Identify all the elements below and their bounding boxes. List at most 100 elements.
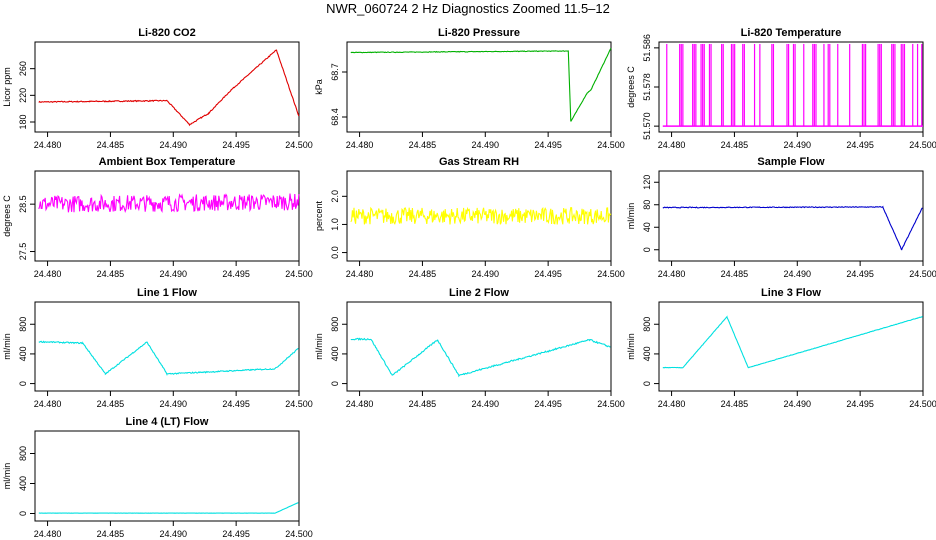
y-tick-label: 400 xyxy=(18,476,28,491)
chart-title: Line 2 Flow xyxy=(449,287,509,299)
x-tick-label: 24.485 xyxy=(97,399,125,409)
x-tick-label: 24.500 xyxy=(597,140,625,150)
x-tick-label: 24.495 xyxy=(222,399,250,409)
x-tick-label: 24.480 xyxy=(346,140,374,150)
x-tick-label: 24.500 xyxy=(285,529,313,539)
y-axis-label: degrees C xyxy=(626,66,636,108)
x-tick-label: 24.495 xyxy=(222,140,250,150)
chart-title: Ambient Box Temperature xyxy=(99,156,236,168)
y-tick-label: 68.4 xyxy=(330,108,340,126)
y-tick-label: 0.0 xyxy=(330,246,340,259)
x-tick-label: 24.500 xyxy=(909,269,936,279)
x-tick-label: 24.495 xyxy=(222,269,250,279)
y-axis-label: ml/min xyxy=(626,333,636,360)
x-tick-label: 24.485 xyxy=(409,269,437,279)
x-tick-label: 24.485 xyxy=(97,140,125,150)
y-axis-label: ml/min xyxy=(2,463,12,490)
y-tick-label: 0 xyxy=(642,381,652,386)
y-tick-label: 27.5 xyxy=(18,243,28,261)
plot-border xyxy=(346,301,612,392)
x-tick-label: 24.490 xyxy=(472,140,500,150)
series-line xyxy=(38,193,300,213)
y-tick-label: 51.578 xyxy=(642,73,652,101)
y-axis-label: degrees C xyxy=(2,195,12,237)
y-tick-label: 0 xyxy=(642,247,652,252)
chart-panel-2: Li-820 Pressure kPa 24.480 24.485 24.490 24.4… xyxy=(314,27,625,150)
chart-title: Gas Stream RH xyxy=(439,156,519,168)
y-tick-label: 400 xyxy=(330,346,340,361)
x-tick-label: 24.490 xyxy=(160,269,188,279)
x-tick-label: 24.485 xyxy=(97,529,125,539)
x-tick-label: 24.480 xyxy=(346,399,374,409)
x-tick-label: 24.495 xyxy=(534,269,562,279)
chart-title: Sample Flow xyxy=(757,156,825,168)
plot-border xyxy=(658,170,924,262)
x-tick-label: 24.500 xyxy=(909,399,936,409)
x-tick-label: 24.500 xyxy=(285,399,313,409)
plot-border xyxy=(658,41,924,133)
y-tick-label: 400 xyxy=(642,346,652,361)
y-tick-label: 180 xyxy=(18,114,28,129)
y-axis-label: Licor ppm xyxy=(2,67,12,107)
chart-title: Li-820 Pressure xyxy=(438,27,520,39)
series-line xyxy=(38,502,299,514)
series-line xyxy=(38,340,299,377)
series-line xyxy=(38,49,300,127)
x-tick-label: 24.485 xyxy=(97,269,125,279)
chart-title: Line 3 Flow xyxy=(761,287,821,299)
x-tick-label: 24.485 xyxy=(721,399,749,409)
x-tick-label: 24.480 xyxy=(658,399,686,409)
series-line xyxy=(350,47,612,122)
x-tick-label: 24.495 xyxy=(846,399,874,409)
figure-title: NWR_060724 2 Hz Diagnostics Zoomed 11.5–… xyxy=(326,1,610,16)
x-tick-label: 24.480 xyxy=(346,269,374,279)
y-tick-label: 40 xyxy=(642,222,652,232)
x-tick-label: 24.490 xyxy=(160,399,188,409)
y-tick-label: 260 xyxy=(18,61,28,76)
x-tick-label: 24.495 xyxy=(222,529,250,539)
x-tick-label: 24.490 xyxy=(160,140,188,150)
y-tick-label: 800 xyxy=(18,446,28,461)
x-tick-label: 24.500 xyxy=(285,140,313,150)
x-tick-label: 24.500 xyxy=(285,269,313,279)
plot-border xyxy=(346,170,612,262)
chart-title: Li-820 CO2 xyxy=(138,27,195,39)
chart-panel-3: Li-820 Temperature degrees C 24.480 24.485 2… xyxy=(626,27,936,150)
y-axis-label: percent xyxy=(314,200,324,231)
y-tick-label: 51.570 xyxy=(642,112,652,140)
chart-panel-4: Ambient Box Temperature degrees C 24.480 24… xyxy=(2,156,313,279)
y-tick-label: 800 xyxy=(330,317,340,332)
x-tick-label: 24.480 xyxy=(34,529,62,539)
y-tick-label: 0 xyxy=(330,381,340,386)
x-tick-label: 24.495 xyxy=(534,140,562,150)
y-axis-label: ml/min xyxy=(314,333,324,360)
chart-panel-6: Sample Flow ml/min 24.480 24.485 24.490 24.49… xyxy=(626,156,936,279)
y-tick-label: 51.586 xyxy=(642,34,652,62)
x-tick-label: 24.500 xyxy=(909,140,936,150)
plot-border xyxy=(34,41,300,133)
y-tick-label: 68.7 xyxy=(330,63,340,81)
chart-panel-7: Line 1 Flow ml/min 24.480 24.485 24.490 24.49… xyxy=(2,287,313,409)
series-line xyxy=(662,205,923,251)
chart-panel-8: Line 2 Flow ml/min 24.480 24.485 24.490 24.49… xyxy=(314,287,625,409)
y-tick-label: 800 xyxy=(18,317,28,332)
series-line xyxy=(662,315,923,369)
plot-border xyxy=(34,170,300,262)
y-tick-label: 220 xyxy=(18,88,28,103)
series-line xyxy=(350,337,611,378)
x-tick-label: 24.495 xyxy=(534,399,562,409)
chart-title: Line 1 Flow xyxy=(137,287,197,299)
x-tick-label: 24.490 xyxy=(784,399,812,409)
x-tick-label: 24.480 xyxy=(34,399,62,409)
y-tick-label: 80 xyxy=(642,200,652,210)
x-tick-label: 24.485 xyxy=(721,140,749,150)
x-tick-label: 24.480 xyxy=(34,140,62,150)
y-tick-label: 800 xyxy=(642,317,652,332)
y-tick-label: 1.0 xyxy=(330,218,340,231)
chart-panel-9: Line 3 Flow ml/min 24.480 24.485 24.490 24.49… xyxy=(626,287,936,409)
x-tick-label: 24.495 xyxy=(846,140,874,150)
chart-panel-5: Gas Stream RH percent 24.480 24.485 24.490 24… xyxy=(314,156,625,279)
x-tick-label: 24.490 xyxy=(160,529,188,539)
x-tick-label: 24.485 xyxy=(721,269,749,279)
